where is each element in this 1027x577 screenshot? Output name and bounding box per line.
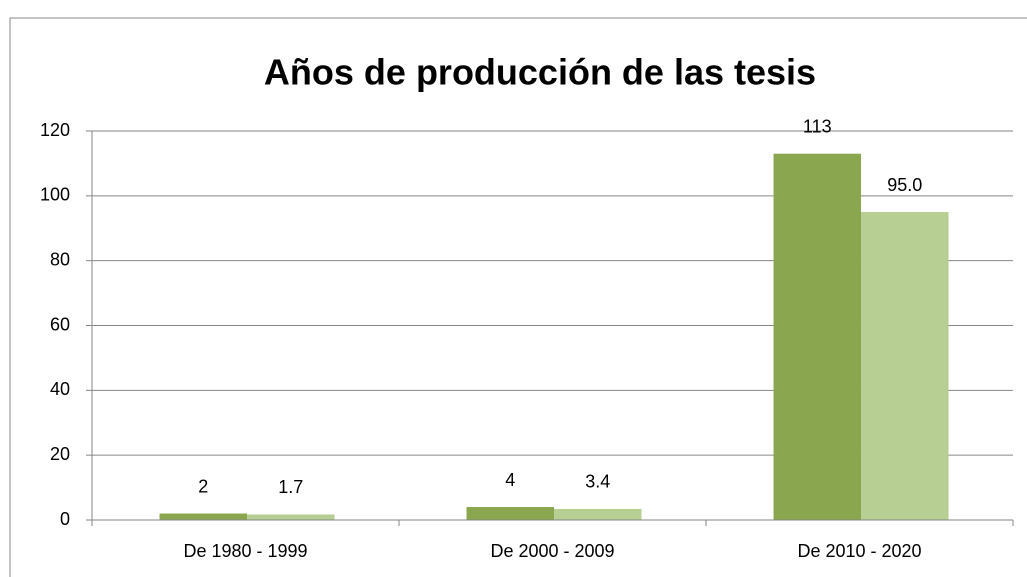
y-tick-label: 40 <box>50 379 70 399</box>
bar <box>773 153 862 521</box>
bar <box>861 212 949 520</box>
x-tick-label: De 2000 - 2009 <box>490 541 614 561</box>
y-tick-label: 120 <box>40 120 70 140</box>
bar <box>247 514 335 520</box>
y-tick-label: 80 <box>50 249 70 269</box>
y-tick-label: 20 <box>50 444 70 464</box>
data-label: 2 <box>198 476 208 496</box>
x-tick-label: De 1980 - 1999 <box>183 541 307 561</box>
y-tick-label: 60 <box>50 314 70 334</box>
data-label: 1.7 <box>278 477 303 497</box>
x-tick-label: De 2010 - 2020 <box>797 541 921 561</box>
bar <box>554 508 642 520</box>
data-label: 4 <box>505 470 515 490</box>
bar <box>466 507 555 520</box>
data-label: 3.4 <box>585 472 610 492</box>
y-tick-label: 0 <box>60 509 70 529</box>
data-label: 95.0 <box>887 175 922 195</box>
y-tick-label: 100 <box>40 185 70 205</box>
chart-title: Años de producción de las tesis <box>264 52 816 93</box>
data-label: 113 <box>803 116 832 136</box>
bar <box>159 513 248 520</box>
